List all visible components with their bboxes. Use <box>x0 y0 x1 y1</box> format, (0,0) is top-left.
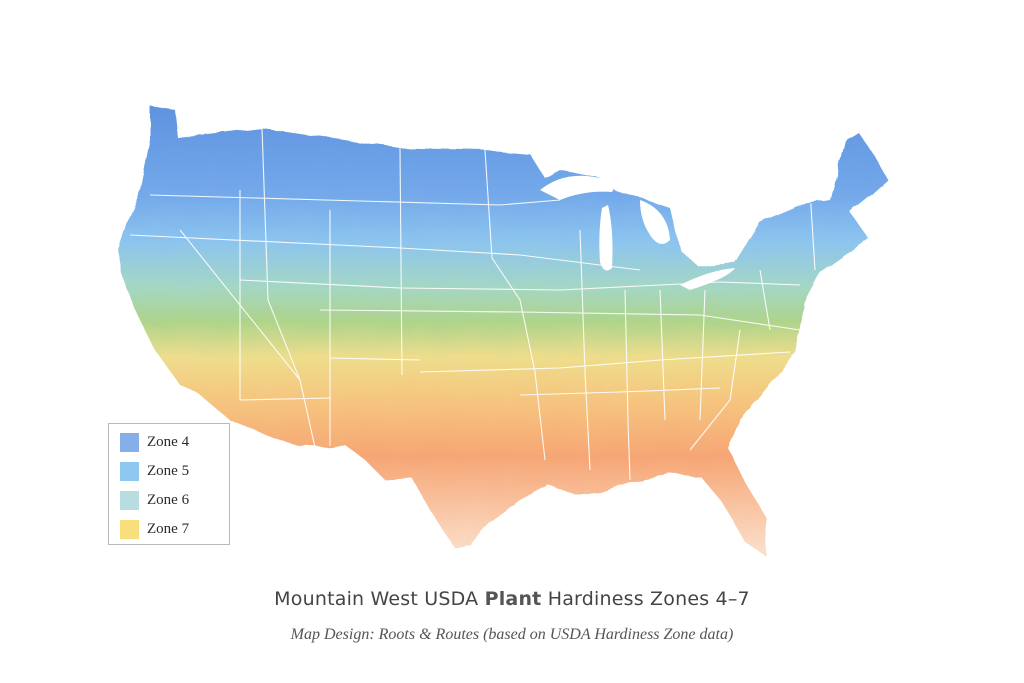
us-landmass <box>118 106 888 555</box>
state-borders <box>129 127 816 481</box>
title-end: Hardiness Zones 4–7 <box>547 588 750 610</box>
border-line <box>129 234 641 271</box>
lake-huron <box>640 200 670 244</box>
legend-item-zone-5: Zone 5 <box>109 457 229 486</box>
border-line <box>759 269 771 331</box>
legend-item-zone-7: Zone 7 <box>109 515 229 544</box>
map-credit: Map Design: Roots & Routes (based on USD… <box>290 626 734 643</box>
border-line <box>809 189 816 271</box>
border-line <box>419 351 791 373</box>
border-line <box>149 194 561 206</box>
zone-6-swatch <box>120 491 139 510</box>
border-line <box>329 357 421 361</box>
legend-label: Zone 6 <box>147 492 190 508</box>
border-line <box>624 289 631 481</box>
border-line <box>239 397 331 401</box>
border-line <box>689 329 741 451</box>
border-line <box>659 289 666 421</box>
border-line <box>519 387 721 396</box>
zone-4-swatch <box>120 433 139 452</box>
map-title: Mountain West USDA Plant Hardiness Zones… <box>0 588 1024 610</box>
zone-7-swatch <box>120 520 139 539</box>
lake-erie <box>680 268 735 290</box>
border-line <box>179 229 301 381</box>
map-legend: Zone 4 Zone 5 Zone 6 Zone 7 <box>108 423 230 545</box>
legend-item-zone-6: Zone 6 <box>109 486 229 515</box>
title-start: Mountain West USDA <box>274 588 479 610</box>
border-line <box>239 279 801 291</box>
border-line <box>261 127 321 471</box>
border-line <box>484 149 546 461</box>
border-line <box>579 229 591 471</box>
title-bold-word: Plant <box>484 588 542 610</box>
border-line <box>319 309 801 331</box>
legend-label: Zone 4 <box>147 434 190 450</box>
great-lakes <box>540 175 735 290</box>
legend-label: Zone 7 <box>147 521 190 537</box>
lake-michigan <box>599 205 613 271</box>
legend-item-zone-4: Zone 4 <box>109 428 229 457</box>
lake-superior <box>540 175 614 200</box>
legend-label: Zone 5 <box>147 463 190 479</box>
border-line <box>699 289 706 421</box>
zone-5-swatch <box>120 462 139 481</box>
border-line <box>399 147 403 376</box>
